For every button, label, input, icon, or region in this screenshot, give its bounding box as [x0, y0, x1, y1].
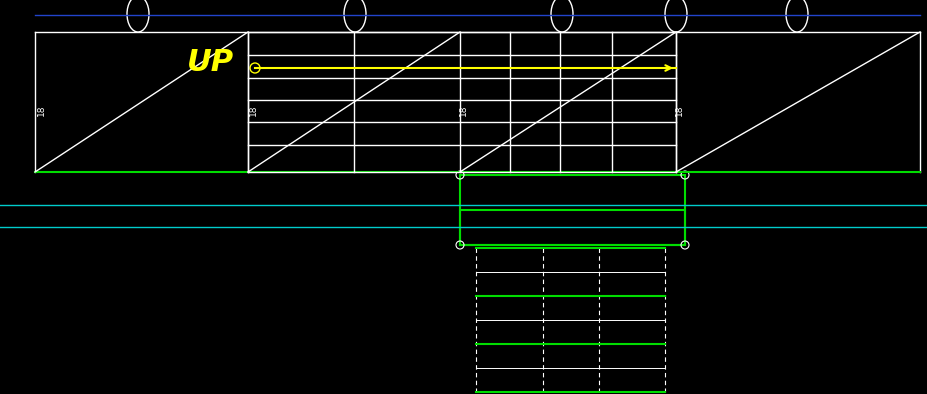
Text: UP: UP — [186, 48, 234, 76]
Text: 18: 18 — [459, 104, 467, 116]
Text: 18: 18 — [248, 104, 258, 116]
Bar — [460, 210, 685, 245]
Text: 18: 18 — [675, 104, 683, 116]
Bar — [460, 175, 685, 245]
Text: 18: 18 — [36, 104, 45, 116]
